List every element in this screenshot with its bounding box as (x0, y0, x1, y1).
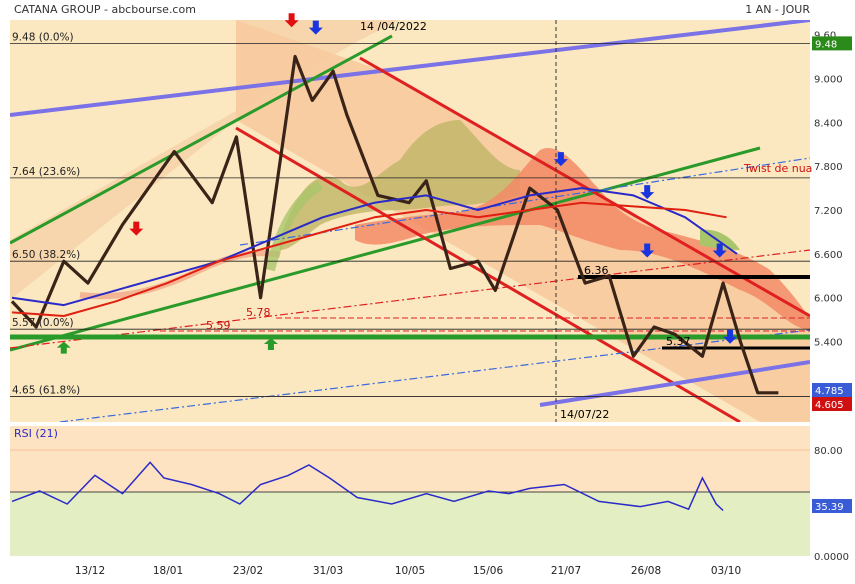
y-tick-1: 6.000 (814, 294, 843, 305)
arrow-down-7 (723, 329, 738, 344)
y-tick-7: 9.60 (814, 31, 836, 42)
trendline-blue-upper (10, 20, 810, 117)
annotations: 14 /04/2022 14/07/22 6.36 5.37 5.78 5.59 Twist… (206, 20, 812, 421)
arrow-up-0 (56, 341, 71, 354)
rsi-tick-0: 0.0000 (814, 552, 849, 563)
x-tick-5: 15/06 (473, 565, 504, 577)
price-badge-bg-1 (812, 383, 852, 397)
series-line-0 (10, 54, 779, 395)
x-tick-7: 26/08 (631, 565, 661, 577)
level-label-0: 9.48 (0.0%) (12, 31, 74, 43)
series-layer (10, 54, 779, 395)
rsi-line (11, 461, 724, 512)
level-label-4: 4.65 (61.8%) (12, 384, 80, 396)
price-badge-0: 9.48 (815, 39, 837, 50)
rsi-tick-80: 80.00 (814, 446, 843, 457)
y-tick-6: 9.000 (814, 74, 843, 85)
annotation-6: Twist de nua (743, 162, 812, 175)
rsi-panel-bottom (10, 492, 810, 556)
level-label-2: 6.50 (38.2%) (12, 249, 80, 261)
arrow-down-6 (712, 243, 727, 258)
series-line-1 (11, 187, 738, 307)
annotation-2: 6.36 (584, 264, 609, 277)
dashdot-red (10, 249, 810, 349)
rsi-badge-bg (812, 499, 852, 513)
annotation-1: 14/07/22 (560, 408, 609, 421)
price-badge-2: 4.605 (815, 400, 844, 411)
arrow-down-2 (308, 20, 323, 35)
dashdot-blue-lower (59, 329, 810, 422)
fib-levels: 9.48 (0.0%) 7.64 (23.6%) 6.50 (38.2%) 5.57 … (10, 31, 810, 397)
arrow-down-1 (284, 13, 299, 28)
y-tick-4: 7.800 (814, 162, 843, 173)
trendline-green-upper (10, 34, 393, 245)
ichimoku-cloud-green (280, 120, 520, 250)
price-badge-bg-0 (812, 36, 852, 51)
chart-title: CATANA GROUP - abcbourse.com (14, 3, 196, 16)
annotation-0: 14 /04/2022 (360, 20, 427, 33)
price-badge-1: 4.785 (815, 386, 844, 397)
series-line-2 (11, 201, 727, 317)
arrow-down-0 (129, 221, 144, 236)
trendlines (10, 20, 810, 422)
x-axis: 13/12 18/01 23/02 31/03 10/05 15/06 21/07 26/08… (75, 565, 741, 577)
x-tick-4: 10/05 (395, 565, 425, 577)
x-tick-1: 18/01 (153, 565, 183, 577)
level-label-1: 7.64 (23.6%) (12, 166, 80, 178)
arrow-down-3 (553, 152, 568, 167)
trendline-green-lower (10, 146, 761, 352)
y-tick-2: 6.600 (814, 250, 843, 261)
annotation-3: 5.37 (666, 335, 691, 348)
arrow-up-1 (263, 337, 278, 350)
signal-arrows (56, 13, 738, 354)
trendline-red-upper (359, 56, 810, 318)
rsi-series-layer (11, 461, 724, 512)
x-tick-2: 23/02 (233, 565, 263, 577)
price-badge-bg-2 (812, 397, 852, 411)
annotation-4: 5.78 (246, 306, 271, 319)
trendline-blue-lower (539, 360, 810, 407)
rsi-title: RSI (21) (14, 427, 58, 440)
annotation-5: 5.59 (206, 319, 231, 332)
arrow-down-5 (640, 243, 655, 258)
y-tick-5: 8.400 (814, 118, 843, 129)
arrow-down-4 (640, 185, 655, 200)
rsi-badge: 35.39 (815, 502, 844, 513)
ichimoku-lagging-green (265, 180, 323, 272)
ichimoku-cloud-red (355, 148, 810, 330)
chart-period: 1 AN - JOUR (745, 3, 810, 16)
x-tick-6: 21/07 (551, 565, 581, 577)
level-label-3: 5.57 (0.0%) (12, 317, 74, 329)
y-tick-0: 5.400 (814, 338, 843, 349)
price-badges: 9.48 4.785 4.605 (812, 36, 852, 411)
y-tick-3: 7.200 (814, 206, 843, 217)
price-y-axis: 5.400 6.000 6.600 7.200 7.800 8.400 9.000 9.60 (814, 31, 843, 349)
rsi-panel-top (10, 426, 810, 492)
x-tick-3: 31/03 (313, 565, 343, 577)
x-tick-8: 03/10 (711, 565, 741, 577)
x-tick-0: 13/12 (75, 565, 105, 577)
